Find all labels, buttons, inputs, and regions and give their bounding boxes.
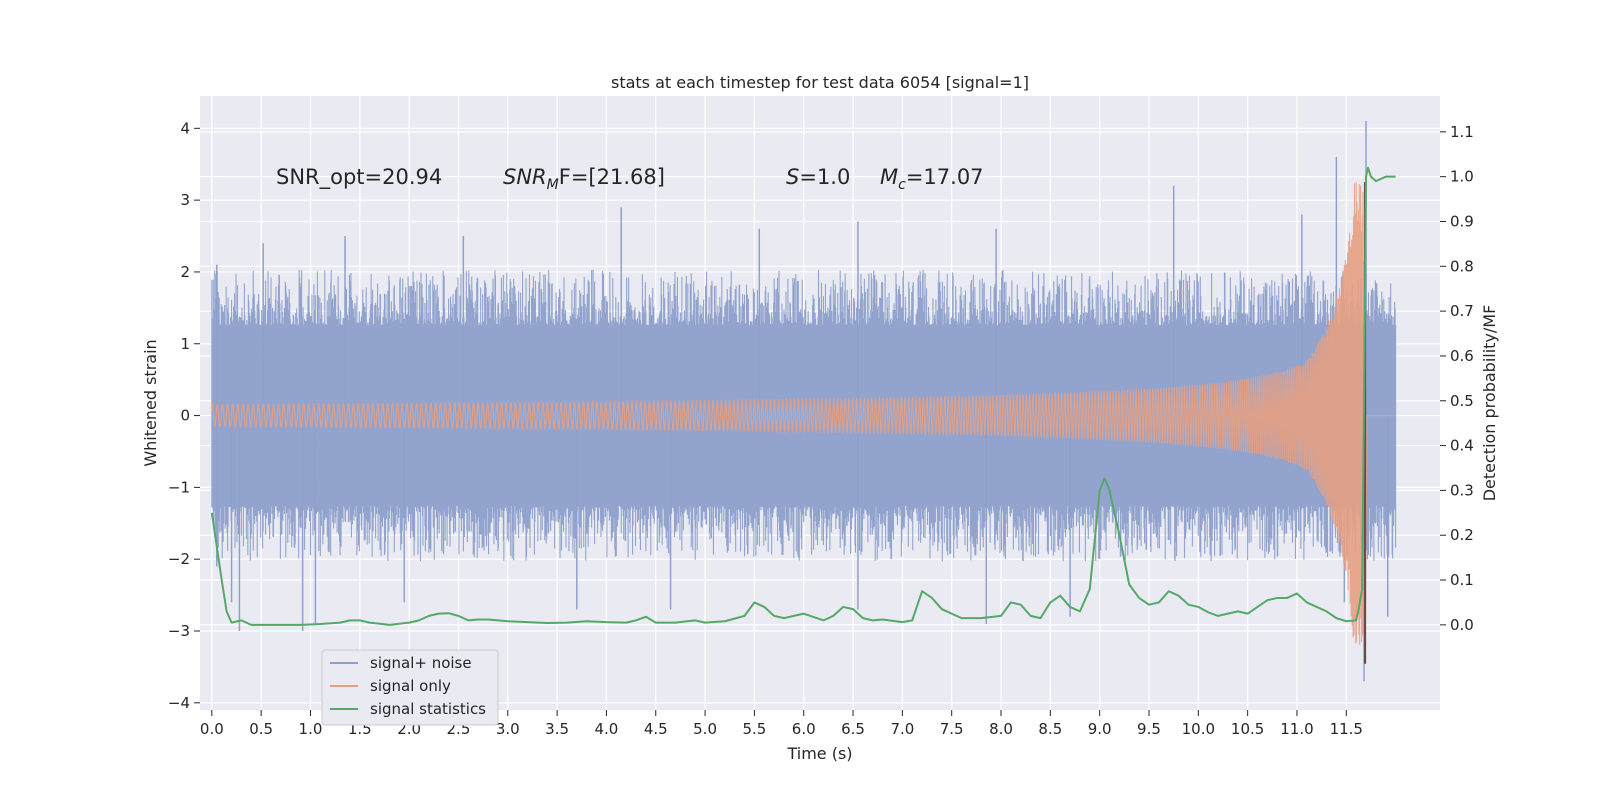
x-tick-label: 6.5	[841, 720, 865, 738]
annotation-s: S=1.0	[786, 165, 850, 189]
x-axis-label: Time (s)	[786, 744, 852, 763]
annotation-snr-mf: SNRMF=[21.68]	[503, 165, 665, 193]
legend-box	[321, 649, 499, 726]
x-tick-label: 9.5	[1137, 720, 1161, 738]
x-tick-label: 9.0	[1088, 720, 1112, 738]
y-axis-ticks: 4 3 2 1 0 −1 −2 −3 −4	[168, 119, 200, 712]
x-tick-label: 10.5	[1231, 720, 1264, 738]
y-tick-label: 2	[180, 263, 190, 281]
legend: signal+ noise signal only signal statist…	[321, 649, 499, 726]
legend-label-signal-only: signal only	[370, 677, 451, 695]
x-tick-label: 11.5	[1330, 720, 1363, 738]
y-tick-label: 3	[180, 191, 190, 209]
legend-label-signal-statistics: signal statistics	[370, 700, 486, 718]
right-tick-label: 1.0	[1450, 168, 1474, 186]
x-tick-label: 0.5	[249, 720, 273, 738]
right-tick-label: 0.6	[1450, 347, 1474, 365]
right-axis-ticks: 1.1 1.0 0.9 0.8 0.7 0.6 0.5 0.4 0.3 0.2 0.1 0.0	[1440, 123, 1474, 634]
x-tick-label: 3.5	[545, 720, 569, 738]
x-tick-label: 7.0	[890, 720, 914, 738]
x-tick-label: 5.5	[742, 720, 766, 738]
x-tick-label: 0.0	[200, 720, 224, 738]
x-tick-label: 3.0	[496, 720, 520, 738]
series-signal-statistics	[210, 166, 1396, 626]
right-tick-label: 0.2	[1450, 526, 1474, 544]
x-tick-label: 10.0	[1182, 720, 1215, 738]
y-tick-label: 4	[180, 119, 190, 137]
s-name: S	[786, 165, 799, 189]
right-tick-label: 0.0	[1450, 616, 1474, 634]
s-rest: =1.0	[799, 165, 850, 189]
snr-mf-name: SNR	[503, 165, 547, 189]
snr-mf-subscript: M	[547, 177, 559, 193]
y-tick-label: 0	[180, 407, 190, 425]
y-tick-label: −2	[168, 550, 190, 568]
right-tick-label: 0.5	[1450, 392, 1474, 410]
x-tick-label: 4.5	[644, 720, 668, 738]
series-layer	[210, 121, 1397, 682]
mc-name: M	[880, 165, 898, 189]
right-tick-label: 1.1	[1450, 123, 1474, 141]
right-axis-label: Detection probability/MF	[1480, 305, 1499, 502]
signal-statistics-trace	[210, 166, 1396, 626]
y-axis-label: Whitened strain	[141, 339, 160, 466]
right-tick-label: 0.4	[1450, 437, 1474, 455]
y-tick-label: −4	[168, 694, 190, 712]
x-tick-label: 4.0	[594, 720, 618, 738]
y-tick-label: 1	[180, 335, 190, 353]
x-tick-label: 8.0	[989, 720, 1013, 738]
mc-rest: =17.07	[906, 165, 984, 189]
right-tick-label: 0.8	[1450, 257, 1474, 275]
x-tick-label: 6.0	[792, 720, 816, 738]
snr-mf-rest: F=[21.68]	[559, 165, 665, 189]
right-tick-label: 0.1	[1450, 571, 1474, 589]
annotation-snr-opt: SNR_opt=20.94	[276, 165, 442, 190]
right-tick-label: 0.3	[1450, 481, 1474, 499]
x-tick-label: 11.0	[1280, 720, 1313, 738]
x-tick-label: 1.0	[299, 720, 323, 738]
y-tick-label: −1	[168, 478, 190, 496]
right-tick-label: 0.7	[1450, 302, 1474, 320]
right-tick-label: 0.9	[1450, 212, 1474, 230]
x-tick-label: 7.5	[940, 720, 964, 738]
annotation-mc: Mc=17.07	[880, 165, 984, 193]
mc-subscript: c	[898, 177, 906, 193]
x-tick-label: 8.5	[1038, 720, 1062, 738]
signal-only-trace	[211, 182, 1396, 660]
y-tick-label: −3	[168, 622, 190, 640]
legend-label-signal-noise: signal+ noise	[370, 654, 472, 672]
x-tick-label: 5.0	[693, 720, 717, 738]
chart-title: stats at each timestep for test data 605…	[611, 73, 1029, 92]
